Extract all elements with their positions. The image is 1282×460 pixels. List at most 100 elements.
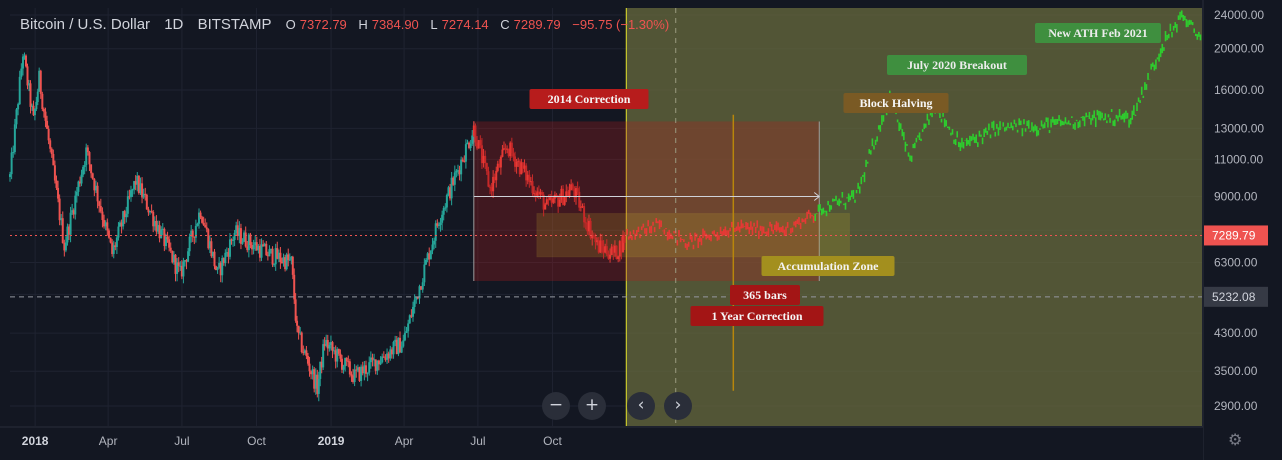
time-tick-label: 2019 bbox=[318, 434, 345, 448]
candle-body bbox=[251, 245, 254, 250]
candle-body bbox=[57, 187, 60, 199]
candle-body bbox=[429, 250, 432, 260]
candle-body bbox=[82, 166, 85, 175]
candle-body bbox=[187, 251, 190, 262]
close-value: 7289.79 bbox=[513, 17, 561, 32]
candle-body bbox=[323, 344, 326, 346]
symbol-name[interactable]: Bitcoin / U.S. Dollar bbox=[20, 16, 151, 33]
price-tick-label: 2900.00 bbox=[1214, 399, 1258, 413]
candle-body bbox=[437, 224, 440, 226]
high-value: 7384.90 bbox=[371, 17, 419, 32]
candle-body bbox=[177, 262, 180, 266]
candle-body bbox=[408, 315, 411, 324]
candle-body bbox=[499, 156, 502, 168]
candle-body bbox=[296, 320, 299, 326]
candle-body bbox=[558, 199, 561, 207]
candle-body bbox=[271, 248, 274, 265]
candle-body bbox=[290, 256, 293, 260]
candle-body bbox=[103, 220, 106, 227]
price-tick-label: 6300.00 bbox=[1214, 255, 1258, 269]
candle-body bbox=[599, 240, 602, 253]
open-label: O bbox=[285, 17, 296, 32]
time-tick-label: Oct bbox=[247, 434, 266, 448]
candle-body bbox=[44, 111, 47, 121]
candle-body bbox=[156, 225, 159, 232]
candle-body bbox=[397, 337, 400, 355]
candle-body bbox=[456, 170, 459, 172]
candle-body bbox=[199, 212, 202, 218]
candle-body bbox=[277, 252, 280, 259]
candle-body bbox=[210, 241, 213, 257]
candle-body bbox=[153, 220, 156, 227]
candle-body bbox=[421, 282, 424, 290]
scroll-left-button[interactable]: ‹ bbox=[627, 392, 655, 420]
candle-body bbox=[299, 332, 302, 334]
scroll-right-button[interactable]: › bbox=[664, 392, 692, 420]
candle-body bbox=[72, 210, 75, 215]
timeframe[interactable]: 1D bbox=[164, 16, 184, 33]
candle-body bbox=[466, 142, 469, 145]
candle-body bbox=[350, 374, 353, 376]
reference-price-value: 5232.08 bbox=[1212, 290, 1256, 304]
candle-body bbox=[52, 153, 55, 166]
candle-body bbox=[204, 225, 207, 228]
candle-body bbox=[445, 195, 448, 208]
candle-body bbox=[436, 223, 439, 226]
candle-body bbox=[122, 211, 125, 227]
price-tick-label: 4300.00 bbox=[1214, 326, 1258, 340]
candle-body bbox=[12, 152, 15, 154]
candle-body bbox=[387, 353, 390, 359]
candle-body bbox=[41, 93, 44, 110]
annotation-box bbox=[887, 55, 1027, 75]
candle-body bbox=[482, 155, 485, 164]
time-tick-label: Apr bbox=[99, 434, 118, 448]
candle-body bbox=[461, 159, 464, 162]
candle-body bbox=[236, 225, 239, 236]
annotation-365-bars: 365 bars bbox=[730, 285, 800, 305]
candle-body bbox=[215, 266, 218, 271]
candle-body bbox=[166, 236, 169, 240]
candle-body bbox=[474, 125, 477, 143]
zoom-out-button[interactable]: − bbox=[542, 392, 570, 420]
candle-body bbox=[489, 186, 492, 188]
candle-body bbox=[464, 144, 467, 162]
candle-body bbox=[254, 242, 257, 246]
close-label: C bbox=[500, 17, 510, 32]
candle-body bbox=[571, 184, 574, 189]
candle-body bbox=[262, 244, 265, 247]
annotation-labels: 2014 Correction Block Halving July 2020 Br… bbox=[529, 23, 1161, 326]
candle-body bbox=[115, 237, 118, 247]
candle-body bbox=[160, 229, 163, 239]
candle-body bbox=[85, 147, 88, 166]
candle-body bbox=[495, 170, 498, 181]
candle-body bbox=[455, 170, 458, 173]
candle-body bbox=[329, 342, 332, 346]
candle-body bbox=[574, 188, 577, 198]
candle-body bbox=[150, 210, 153, 212]
candle-body bbox=[492, 176, 495, 192]
price-tick-label: 16000.00 bbox=[1214, 83, 1264, 97]
candle-body bbox=[434, 223, 437, 241]
candle-body bbox=[233, 232, 236, 240]
candle-body bbox=[402, 340, 405, 347]
candle-body bbox=[339, 353, 342, 359]
candle-body bbox=[265, 243, 268, 256]
candle-body bbox=[471, 135, 474, 144]
annotation-label: 1 Year Correction bbox=[711, 309, 802, 323]
candle-body bbox=[347, 361, 350, 363]
candle-body bbox=[476, 142, 479, 149]
candle-body bbox=[531, 181, 534, 194]
settings-gear-icon[interactable]: ⚙ bbox=[1228, 430, 1243, 449]
zoom-in-button[interactable]: + bbox=[578, 392, 606, 420]
annotation-box bbox=[761, 256, 895, 276]
candle-body bbox=[386, 353, 389, 360]
candle-body bbox=[238, 228, 241, 236]
candle-body bbox=[213, 251, 216, 267]
candle-body bbox=[381, 356, 384, 363]
candle-body bbox=[557, 196, 560, 207]
candle-body bbox=[552, 198, 555, 203]
candle-body bbox=[302, 352, 305, 354]
candle-body bbox=[415, 296, 418, 300]
candle-body bbox=[587, 220, 590, 232]
